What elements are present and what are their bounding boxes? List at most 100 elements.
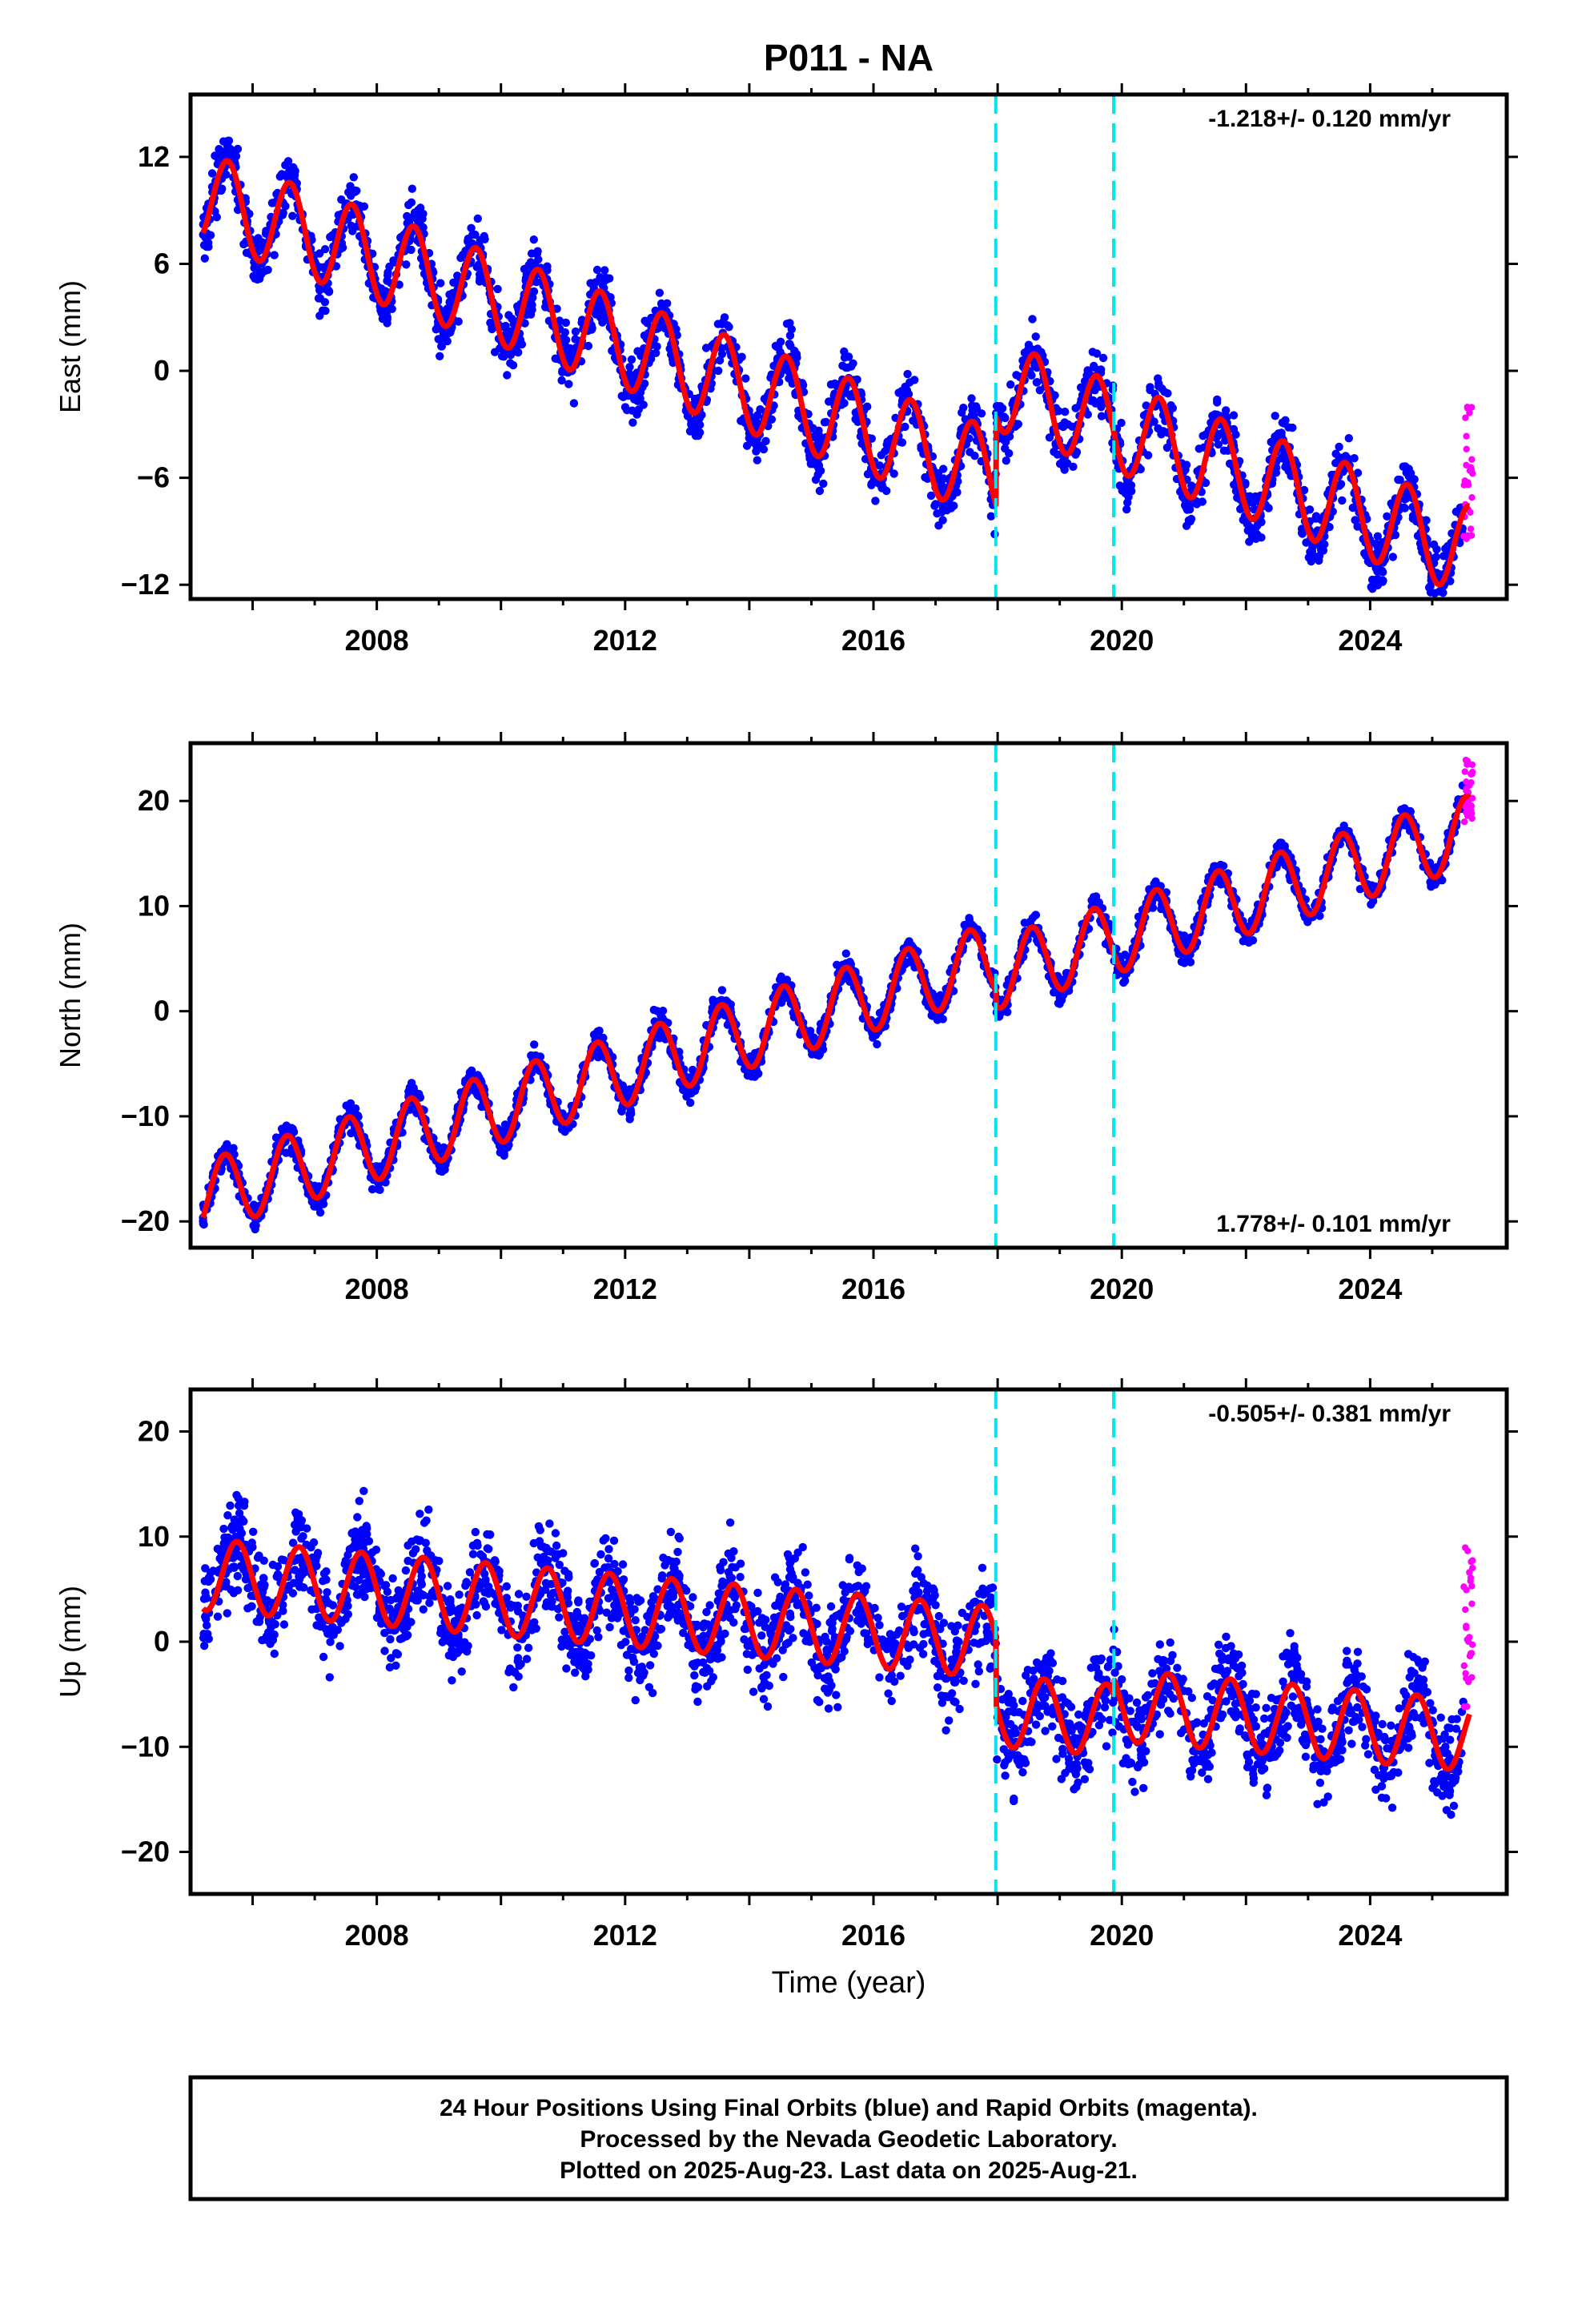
final-point [639, 400, 648, 409]
final-point [643, 319, 652, 328]
x-tick-label: 2008 [345, 624, 409, 657]
y-tick-label: −12 [121, 568, 170, 601]
final-point [1182, 521, 1191, 530]
final-point [1031, 332, 1040, 341]
y-tick-label: 6 [154, 247, 170, 279]
final-point [717, 320, 726, 328]
final-point [841, 363, 850, 372]
final-point [1185, 501, 1194, 510]
final-point [1118, 486, 1126, 495]
final-point [931, 1012, 941, 1021]
final-point [1018, 356, 1027, 365]
final-point [1271, 412, 1279, 420]
final-point [436, 279, 445, 287]
final-point [404, 200, 413, 210]
final-point [877, 451, 886, 460]
final-point [1367, 575, 1377, 585]
final-point [1231, 430, 1240, 439]
y-tick-label: −6 [137, 461, 170, 494]
final-point [840, 353, 849, 362]
final-point [1146, 383, 1154, 392]
final-point [407, 1079, 416, 1088]
rapid-point [1467, 525, 1475, 533]
final-point [897, 438, 907, 447]
final-point [347, 1128, 355, 1138]
final-point [1158, 427, 1168, 436]
final-point [367, 1184, 377, 1194]
final-point [1001, 444, 1010, 453]
final-point [959, 404, 968, 412]
final-point [1351, 516, 1359, 525]
final-point [934, 521, 943, 530]
final-point [1092, 349, 1102, 358]
final-point [871, 497, 880, 505]
final-point [756, 405, 765, 414]
final-point [1121, 976, 1130, 986]
final-point [375, 1185, 384, 1195]
final-point [841, 949, 851, 958]
final-point [882, 440, 891, 449]
final-point [383, 271, 392, 280]
final-point [741, 374, 750, 383]
final-point [691, 395, 700, 404]
chart-title: P011 - NA [764, 37, 934, 78]
final-point [436, 352, 444, 360]
final-point [863, 402, 872, 411]
final-point [525, 303, 535, 312]
final-point [408, 184, 416, 193]
final-point [1251, 534, 1260, 543]
final-point [1243, 526, 1253, 535]
final-point [1305, 505, 1315, 514]
x-tick-label: 2020 [1090, 624, 1154, 657]
final-point [830, 379, 840, 388]
final-point [966, 448, 974, 456]
final-point [967, 394, 976, 403]
final-point [251, 1220, 260, 1230]
final-point [1050, 447, 1058, 456]
final-point [600, 266, 609, 275]
final-point [441, 308, 450, 317]
final-point [503, 371, 512, 380]
final-point [757, 441, 766, 450]
final-point [199, 1216, 207, 1226]
final-point [527, 249, 536, 258]
final-point [1032, 378, 1042, 387]
final-point [443, 336, 452, 346]
final-point [601, 273, 610, 282]
final-point [587, 325, 596, 334]
final-point [530, 1040, 539, 1049]
final-point [1006, 380, 1015, 389]
final-point [1028, 315, 1037, 324]
final-point [968, 401, 977, 410]
rapid-point [1468, 456, 1476, 463]
final-point [200, 254, 209, 263]
x-tick-label: 2024 [1338, 624, 1402, 657]
final-point [894, 388, 903, 397]
final-point [695, 414, 704, 423]
final-point [1307, 547, 1317, 556]
final-point [1288, 423, 1297, 432]
final-point [1432, 545, 1441, 554]
final-point [321, 306, 330, 316]
final-point [1071, 450, 1080, 459]
final-point [501, 321, 510, 331]
final-point [1378, 566, 1387, 576]
final-point [508, 360, 518, 370]
final-point [229, 149, 238, 158]
final-point [863, 469, 873, 479]
final-point [1123, 498, 1132, 507]
final-point [1344, 434, 1354, 443]
final-point [1402, 494, 1411, 503]
final-point [767, 415, 777, 424]
final-point [591, 310, 600, 319]
final-point [1320, 540, 1329, 549]
final-point [1439, 589, 1447, 597]
final-point [903, 369, 912, 379]
final-point [717, 986, 727, 995]
final-point [1367, 900, 1375, 909]
final-point [254, 234, 263, 243]
final-point [1278, 418, 1287, 427]
final-point [255, 269, 264, 278]
final-point [1122, 505, 1131, 514]
